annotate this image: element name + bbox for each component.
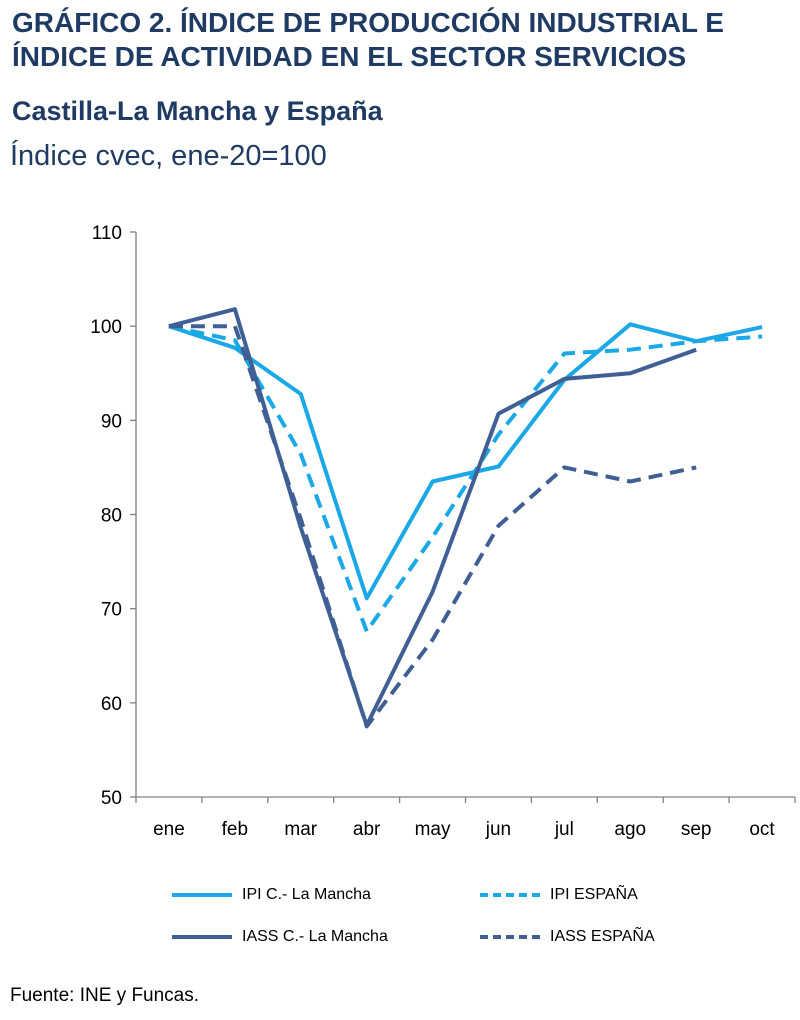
legend-label: IPI C.- La Mancha <box>242 886 371 903</box>
legend-item-iass-clm: IASS C.- La Mancha <box>172 928 388 946</box>
x-tick-label: mar <box>284 819 317 840</box>
series-line-4 <box>168 324 697 729</box>
legend-label: IASS C.- La Mancha <box>242 928 388 945</box>
y-tick-label: 50 <box>101 788 122 809</box>
legend-swatch <box>480 893 540 897</box>
x-tick-label: ene <box>153 819 185 840</box>
legend-item-ipi-clm: IPI C.- La Mancha <box>172 886 371 904</box>
x-tick-label: oct <box>749 819 775 840</box>
x-tick-label: may <box>415 819 451 840</box>
legend-item-ipi-es: IPI ESPAÑA <box>480 886 638 904</box>
series-line-2 <box>168 324 763 634</box>
chart-unit: Índice cvec, ene-20=100 <box>10 140 327 172</box>
y-tick-label: 90 <box>101 411 122 432</box>
series-line-3 <box>168 307 697 728</box>
legend-swatch <box>480 935 540 939</box>
y-tick-label: 80 <box>101 506 122 527</box>
x-tick-label: jun <box>485 819 511 840</box>
x-tick-label: abr <box>353 819 381 840</box>
y-tick-label: 70 <box>101 600 122 621</box>
x-tick-label: sep <box>681 819 712 840</box>
series-line-1 <box>168 322 763 601</box>
legend-swatch <box>172 893 232 897</box>
line-chart: 50 60 70 80 90 100 110 ene feb mar abr may jun jul ago… <box>90 223 796 840</box>
source-note: Fuente: INE y Funcas. <box>10 985 200 1006</box>
y-tick-label: 110 <box>92 223 122 244</box>
y-tick-label: 100 <box>90 317 122 338</box>
legend-swatch <box>172 935 232 939</box>
chart-subtitle: Castilla-La Mancha y España <box>12 96 383 126</box>
x-tick-label: jul <box>554 819 574 840</box>
y-tick-label: 60 <box>101 694 122 715</box>
x-tick-label: feb <box>222 819 248 840</box>
legend-label: IPI ESPAÑA <box>550 886 638 903</box>
x-tick-label: ago <box>614 819 646 840</box>
chart-title: GRÁFICO 2. ÍNDICE DE PRODUCCIÓN INDUSTRI… <box>12 7 724 72</box>
legend-item-iass-es: IASS ESPAÑA <box>480 928 655 946</box>
legend-label: IASS ESPAÑA <box>550 928 655 945</box>
